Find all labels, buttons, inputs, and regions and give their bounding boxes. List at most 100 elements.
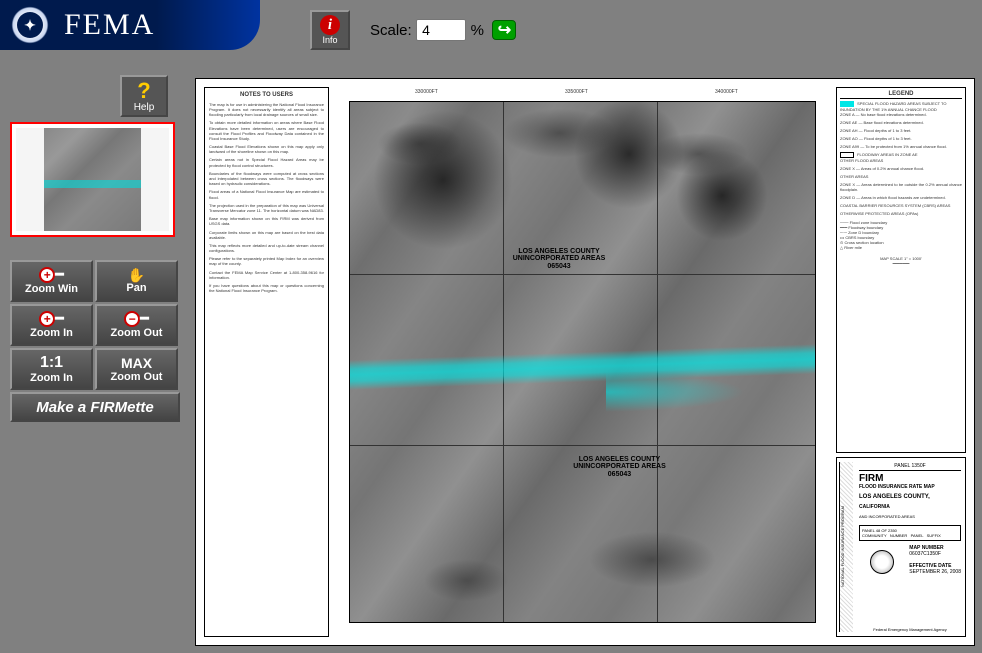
county-label-bottom: LOS ANGELES COUNTY UNINCORPORATED AREAS …: [573, 456, 666, 479]
notes-para: The map is for use in administering the …: [209, 102, 324, 118]
coord-tick: 330000FT: [415, 89, 438, 95]
notes-title: NOTES TO USERS: [209, 92, 324, 100]
zoom-max-button[interactable]: MAX Zoom Out: [95, 348, 178, 390]
arrow-go-icon: ↪: [498, 20, 511, 40]
tool-panel: +━ Zoom Win ✋ Pan +━ Zoom In −━ Zoom Out…: [10, 260, 180, 422]
zoom-window-button[interactable]: +━ Zoom Win: [10, 260, 93, 302]
legend-text: COASTAL BARRIER RESOURCES SYSTEM (CBRS) …: [840, 203, 962, 208]
legend-text: OTHERWISE PROTECTED AREAS (OPAs): [840, 211, 962, 216]
legend-row: SPECIAL FLOOD HAZARD AREAS SUBJECT TO IN…: [840, 101, 962, 112]
thumb-notes-col: [16, 128, 44, 231]
brand-text: FEMA: [64, 8, 155, 42]
agency-footer: Federal Emergency Management Agency: [859, 627, 961, 632]
scale-unit: %: [471, 22, 484, 39]
legend-title: LEGEND: [840, 91, 962, 99]
seal-eagle-icon: ✦: [17, 12, 43, 38]
legend-text: ZONE AH — Flood depths of 1 to 3 feet.: [840, 128, 962, 133]
panel-info-box: PANEL 48 OF 2350 COMMUNITY NUMBER PANEL …: [859, 525, 961, 541]
legend-text: ZONE A — No base flood elevations determ…: [840, 112, 962, 117]
zoom-in-label: Zoom In: [30, 327, 73, 339]
thumb-flood-zone: [44, 180, 142, 188]
zoom-in-button[interactable]: +━ Zoom In: [10, 304, 93, 346]
notes-para: Coastal Base Flood Elevations shown on t…: [209, 144, 324, 154]
scale-label: Scale:: [370, 22, 412, 39]
one-to-one-sub: Zoom In: [30, 372, 73, 384]
hand-icon: ✋: [128, 268, 145, 282]
notes-para: Corporate limits shown on this map are b…: [209, 230, 324, 240]
grid-line: [350, 274, 815, 275]
firm-location1: LOS ANGELES COUNTY,: [859, 494, 961, 500]
map-frame[interactable]: LOS ANGELES COUNTY UNINCORPORATED AREAS …: [349, 101, 816, 623]
legend-text: OTHER FLOOD AREAS: [840, 158, 962, 163]
zoom-out-icon: −━: [124, 311, 148, 327]
flood-zone-branch: [606, 372, 746, 412]
coord-tick: 335000FT: [565, 89, 588, 95]
map-number-block: MAP NUMBER06037C1350F EFFECTIVE DATESEPT…: [909, 545, 961, 575]
notes-para: If you have questions about this map or …: [209, 283, 324, 293]
legend-column: LEGEND SPECIAL FLOOD HAZARD AREAS SUBJEC…: [836, 87, 966, 637]
title-side-label: NATIONAL FLOOD INSURANCE PROGRAM: [839, 462, 853, 632]
legend-box: LEGEND SPECIAL FLOOD HAZARD AREAS SUBJEC…: [836, 87, 966, 453]
grid-line: [350, 445, 815, 446]
notes-column: NOTES TO USERS The map is for use in adm…: [204, 87, 329, 637]
legend-text: OTHER AREAS: [840, 174, 962, 179]
notes-para: This map reflects more detailed and up-t…: [209, 243, 324, 253]
fema-seal-small-icon: [870, 550, 894, 574]
coord-tick: 340000FT: [715, 89, 738, 95]
notes-para: To obtain more detailed information on a…: [209, 120, 324, 141]
header-bar: ✦ FEMA: [0, 0, 260, 50]
flood-swatch-icon: [840, 101, 854, 107]
legend-text: ZONE X — Areas determined to be outside …: [840, 182, 962, 192]
firm-location3: AND INCORPORATED AREAS: [859, 514, 961, 519]
firm-subtitle: FLOOD INSURANCE RATE MAP: [859, 484, 961, 490]
max-sub: Zoom Out: [111, 371, 163, 383]
notes-para: The projection used in the preparation o…: [209, 203, 324, 213]
main-map-viewer[interactable]: NOTES TO USERS The map is for use in adm…: [195, 78, 975, 646]
legend-text: ZONE AE — Base flood elevations determin…: [840, 120, 962, 125]
question-icon: ?: [137, 80, 150, 102]
notes-para: Please refer to the separately printed M…: [209, 256, 324, 266]
thumb-map-col: [44, 128, 142, 231]
info-label: Info: [322, 35, 337, 45]
help-button[interactable]: ? Help: [120, 75, 168, 117]
map-column: 330000FT 335000FT 340000FT LOS ANGELES C…: [335, 87, 830, 637]
info-button[interactable]: i Info: [310, 10, 350, 50]
title-block: NATIONAL FLOOD INSURANCE PROGRAM PANEL 1…: [836, 457, 966, 637]
legend-symbols: ─── Flood zone boundary ━━━ Floodway bou…: [840, 220, 962, 250]
panel-label: PANEL 1350F: [859, 462, 961, 471]
pan-label: Pan: [126, 282, 146, 294]
one-to-one-label: 1:1: [40, 354, 63, 372]
max-label: MAX: [121, 355, 152, 371]
zoom-window-icon: +━: [39, 267, 63, 283]
zoom-win-label: Zoom Win: [25, 283, 78, 295]
county-label-top: LOS ANGELES COUNTY UNINCORPORATED AREAS …: [513, 248, 606, 271]
scale-group: Scale: % ↪: [370, 19, 516, 41]
pan-button[interactable]: ✋ Pan: [95, 260, 178, 302]
scale-go-button[interactable]: ↪: [492, 20, 516, 40]
help-label: Help: [134, 102, 155, 113]
top-controls: i Info Scale: % ↪: [310, 10, 516, 50]
fema-seal-icon: ✦: [8, 3, 52, 47]
zoom-out-label: Zoom Out: [111, 327, 163, 339]
notes-para: Certain areas not in Special Flood Hazar…: [209, 157, 324, 167]
notes-para: Contact the FEMA Map Service Center at 1…: [209, 270, 324, 280]
notes-para: Boundaries of the floodways were compute…: [209, 171, 324, 187]
notes-para: Base map information shown on this FIRM …: [209, 216, 324, 226]
overview-thumbnail[interactable]: [10, 122, 175, 237]
zoom-out-button[interactable]: −━ Zoom Out: [95, 304, 178, 346]
legend-text: ZONE X — Areas of 0.2% annual chance flo…: [840, 166, 962, 171]
zoom-in-icon: +━: [39, 311, 63, 327]
legend-text: ZONE D — Areas in which flood hazards ar…: [840, 195, 962, 200]
firm-title: FIRM: [859, 473, 961, 484]
info-icon: i: [320, 15, 340, 35]
thumbnail-content: [16, 128, 169, 231]
legend-scale: MAP SCALE 1" = 1000'━━━━━━━: [840, 256, 962, 266]
make-firmette-button[interactable]: Make a FIRMette: [10, 392, 180, 422]
legend-text: ZONE AO — Flood depths of 1 to 3 feet.: [840, 136, 962, 141]
firmette-label: Make a FIRMette: [36, 399, 154, 416]
firm-location2: CALIFORNIA: [859, 504, 961, 510]
zoom-1to1-button[interactable]: 1:1 Zoom In: [10, 348, 93, 390]
thumb-legend-col: [141, 128, 169, 231]
notes-para: Flood areas of a National Flood Insuranc…: [209, 189, 324, 199]
scale-input[interactable]: [416, 19, 466, 41]
